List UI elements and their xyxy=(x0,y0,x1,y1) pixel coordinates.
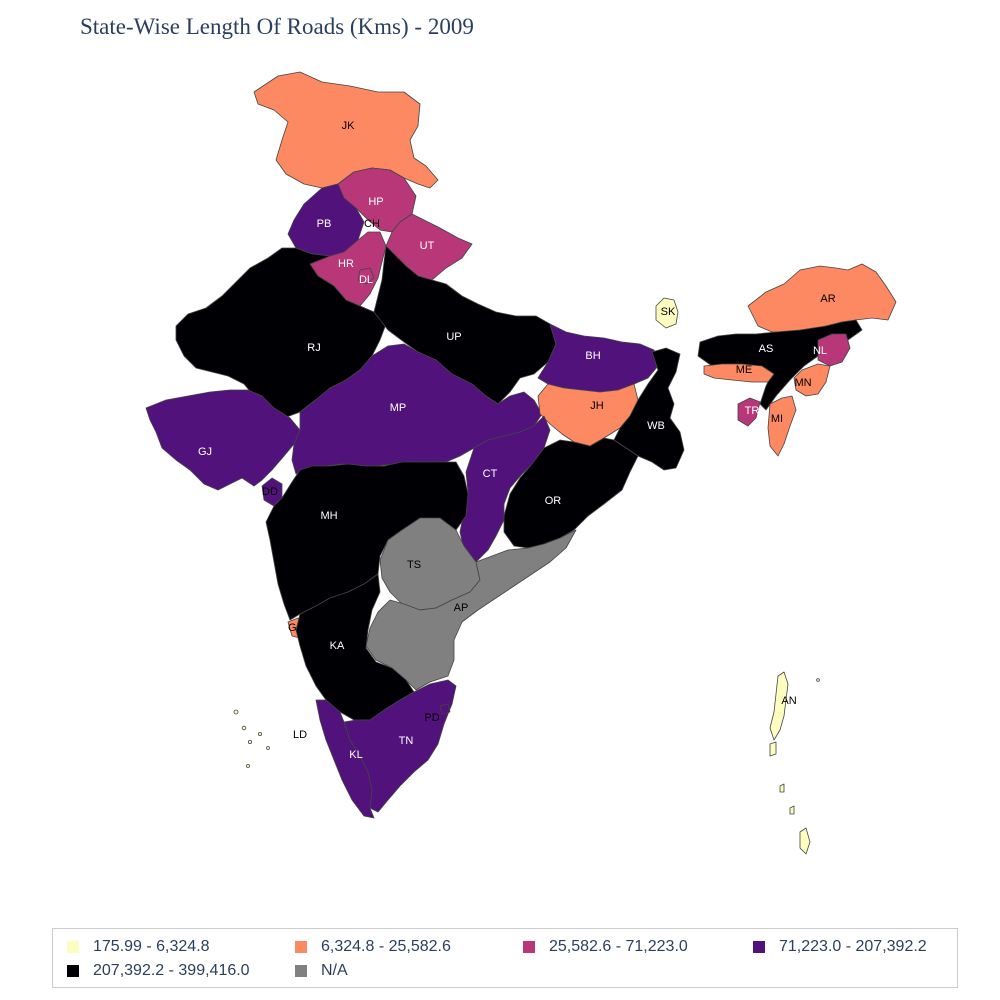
label-kl: KL xyxy=(349,749,362,761)
state-or[interactable] xyxy=(503,437,639,549)
label-ga: GA xyxy=(288,622,305,634)
label-ch: CH xyxy=(364,218,380,230)
legend-item[interactable]: 207,392.2 - 399,416.0 xyxy=(67,962,250,980)
legend-label: N/A xyxy=(321,962,348,979)
legend-swatch xyxy=(753,941,765,953)
state-kl[interactable] xyxy=(315,699,375,819)
legend-swatch xyxy=(67,965,79,977)
label-pd: PD xyxy=(424,712,439,724)
label-sk: SK xyxy=(661,306,676,318)
label-hr: HR xyxy=(338,258,354,270)
legend-label: 207,392.2 - 399,416.0 xyxy=(93,962,250,979)
state-dl[interactable] xyxy=(357,267,375,285)
label-ka: KA xyxy=(330,640,345,652)
label-ut: UT xyxy=(420,240,435,252)
label-mp: MP xyxy=(390,402,407,414)
label-bh: BH xyxy=(585,350,600,362)
legend-swatch xyxy=(295,965,307,977)
legend-item[interactable]: 71,223.0 - 207,392.2 xyxy=(753,938,927,956)
legend-swatch xyxy=(295,941,307,953)
label-tr: TR xyxy=(745,405,760,417)
label-mh: MH xyxy=(320,510,337,522)
map-title: State-Wise Length Of Roads (Kms) - 2009 xyxy=(80,14,474,39)
legend-swatch xyxy=(67,941,79,953)
state-tr[interactable] xyxy=(737,397,761,427)
label-ap: AP xyxy=(454,602,469,614)
label-nl: NL xyxy=(813,345,827,357)
legend-label: 6,324.8 - 25,582.6 xyxy=(321,938,451,955)
legend-label: 25,582.6 - 71,223.0 xyxy=(549,938,688,955)
label-ts: TS xyxy=(407,559,421,571)
legend-swatch xyxy=(523,941,535,953)
legend: 175.99 - 6,324.8 6,324.8 - 25,582.6 25,5… xyxy=(52,928,958,988)
india-choropleth-map[interactable]: JK HP PB CH UT HR DL RJ UP BH SK AR AS N… xyxy=(0,0,1000,925)
state-wb[interactable] xyxy=(613,347,685,471)
state-ap[interactable] xyxy=(365,529,577,691)
state-mi[interactable] xyxy=(767,395,797,457)
legend-item[interactable]: N/A xyxy=(295,962,348,980)
state-ka[interactable] xyxy=(295,573,415,721)
legend-item[interactable]: 6,324.8 - 25,582.6 xyxy=(295,938,451,956)
label-pb: PB xyxy=(317,218,332,230)
label-me: ME xyxy=(736,364,753,376)
state-gj[interactable] xyxy=(145,389,301,491)
label-as: AS xyxy=(759,343,774,355)
state-labels: JK HP PB CH UT HR DL RJ UP BH SK AR AS N… xyxy=(198,120,836,761)
legend-label: 71,223.0 - 207,392.2 xyxy=(779,938,927,955)
state-ld[interactable] xyxy=(233,709,270,768)
state-jk[interactable] xyxy=(253,71,439,189)
legend-label: 175.99 - 6,324.8 xyxy=(93,938,210,955)
state-an[interactable] xyxy=(769,671,820,855)
label-tn: TN xyxy=(399,735,414,747)
label-rj: RJ xyxy=(307,342,320,354)
state-sk[interactable] xyxy=(655,297,679,329)
label-dd: DD xyxy=(262,486,278,498)
label-ar: AR xyxy=(820,293,835,305)
label-or: OR xyxy=(545,495,562,507)
label-hp: HP xyxy=(368,196,383,208)
label-an: AN xyxy=(781,695,796,707)
label-mi: MI xyxy=(771,413,783,425)
state-me[interactable] xyxy=(703,363,775,383)
label-ld: LD xyxy=(293,729,307,741)
label-jh: JH xyxy=(590,400,604,412)
label-wb: WB xyxy=(647,420,665,432)
label-mn: MN xyxy=(794,377,811,389)
legend-item[interactable]: 175.99 - 6,324.8 xyxy=(67,938,210,956)
label-jk: JK xyxy=(342,120,356,132)
label-up: UP xyxy=(446,331,461,343)
label-ct: CT xyxy=(483,468,498,480)
state-up[interactable] xyxy=(373,245,557,405)
state-pd[interactable] xyxy=(439,703,451,715)
legend-item[interactable]: 25,582.6 - 71,223.0 xyxy=(523,938,688,956)
label-gj: GJ xyxy=(198,446,212,458)
state-nl[interactable] xyxy=(817,333,851,367)
state-mn[interactable] xyxy=(793,363,831,397)
label-dl: DL xyxy=(359,274,373,286)
